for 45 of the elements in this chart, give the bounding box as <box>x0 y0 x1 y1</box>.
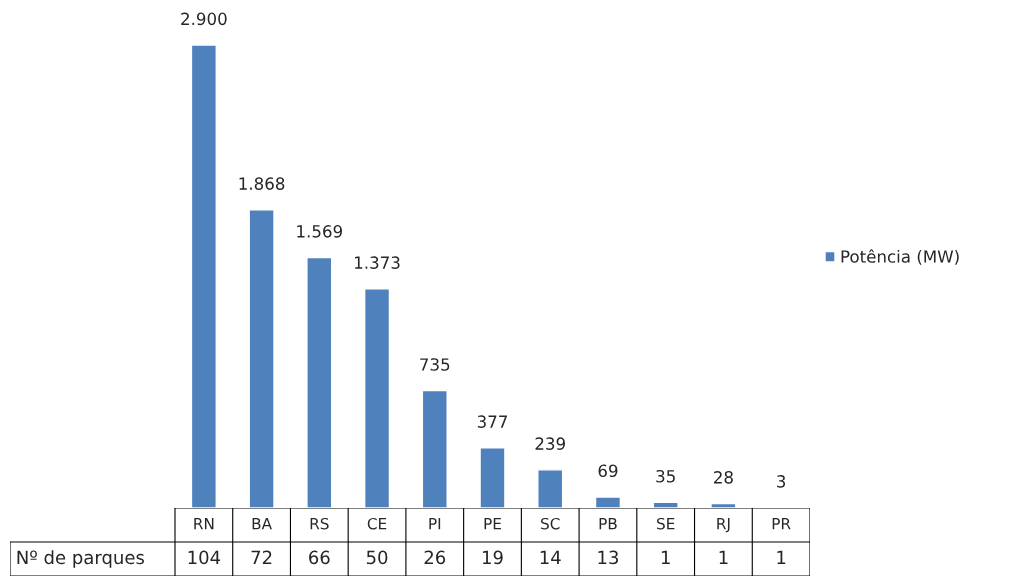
data-label: 1 <box>777 550 786 564</box>
x-tick-label: RJ <box>717 518 730 533</box>
x-tick-label: PI <box>429 518 441 530</box>
x-tick-label: CE <box>367 517 387 530</box>
x-tick-label: PE <box>484 518 501 530</box>
data-label: 2.900 <box>181 12 227 26</box>
data-label: 239 <box>535 437 565 450</box>
bar <box>421 389 448 508</box>
data-label: 72 <box>251 550 272 564</box>
data-label: 735 <box>420 358 450 371</box>
data-label: 1.569 <box>297 225 342 238</box>
text: Nº de parques <box>17 550 145 568</box>
data-label: 35 <box>656 469 675 483</box>
x-tick-label: RN <box>194 518 214 530</box>
bar <box>652 501 679 508</box>
x-tick-label: SE <box>657 517 675 530</box>
data-label: 28 <box>714 471 733 484</box>
bar <box>537 469 564 508</box>
bar <box>594 496 622 508</box>
data-label: 1.868 <box>239 177 285 190</box>
legend-label: Potência (MW) <box>841 249 959 265</box>
bar <box>710 502 737 508</box>
data-label: 3 <box>777 475 786 488</box>
x-tick-label: RS <box>310 517 329 530</box>
x-tick-label: SC <box>541 517 560 530</box>
data-label: 26 <box>424 550 446 565</box>
data-label: 13 <box>598 550 618 565</box>
data-label: 1 <box>661 550 670 564</box>
data-label: 104 <box>188 550 221 565</box>
bar <box>479 447 506 508</box>
x-tick-label: PR <box>772 518 791 530</box>
data-label: 66 <box>309 550 330 565</box>
x-tick-label: BA <box>252 518 272 530</box>
bar <box>190 44 217 508</box>
data-label: 69 <box>598 464 618 478</box>
data-label: 1 <box>719 550 728 564</box>
data-label: 19 <box>483 550 503 565</box>
bar <box>363 288 391 508</box>
bar <box>306 256 333 508</box>
x-tick-label: PB <box>599 518 617 530</box>
data-label: 50 <box>366 550 388 565</box>
bar <box>248 209 275 508</box>
data-label: 1.373 <box>355 256 400 269</box>
data-label: 377 <box>477 415 507 428</box>
data-label: 14 <box>540 550 561 564</box>
